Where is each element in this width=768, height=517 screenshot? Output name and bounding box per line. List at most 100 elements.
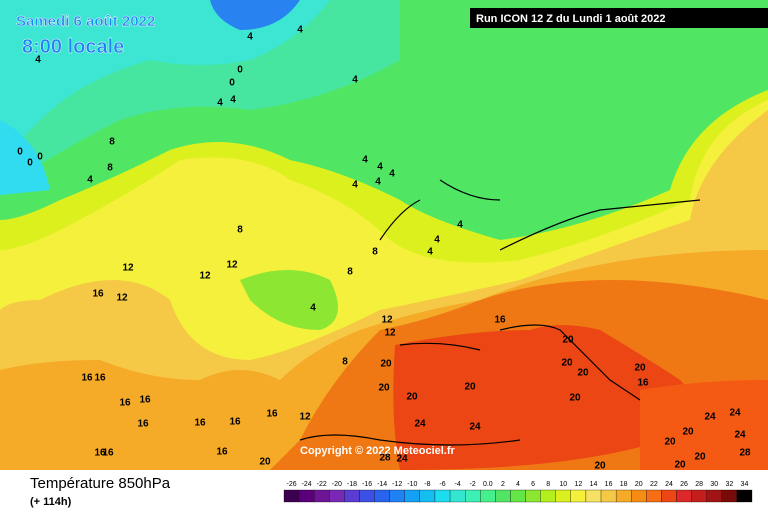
contour-label: 4 [87,175,93,186]
legend-label: 14 [590,481,598,488]
legend-swatch [465,489,481,503]
legend-swatch [329,489,345,503]
legend-label: -10 [407,481,417,488]
legend-swatch [434,489,451,503]
contour-label: 16 [194,418,206,429]
contour-label: 16 [139,395,151,406]
contour-label: 16 [494,315,506,326]
legend-swatch [540,489,556,503]
contour-label: 4 [377,162,383,173]
contour-label: 20 [562,335,574,346]
map: Run ICON 12 Z du Lundi 1 août 2022 Samed… [0,0,768,472]
contour-label: 0 [17,147,23,158]
contour-label: 8 [237,225,243,236]
legend-swatch [646,489,662,503]
contour-label: 12 [384,328,396,339]
contour-label: 4 [35,55,41,66]
contour-label: 8 [342,357,348,368]
legend-label: -16 [362,481,372,488]
date: Samedi 6 août 2022 [16,13,155,30]
legend-swatch [585,489,602,503]
contour-label: 24 [469,422,481,433]
legend-label: -20 [332,481,342,488]
legend-label: 4 [516,481,520,488]
legend-label: 34 [741,481,749,488]
contour-label: 16 [229,417,241,428]
legend-swatch [449,489,466,503]
legend-label: 12 [574,481,582,488]
legend-label: 30 [710,481,718,488]
contour-label: 4 [352,75,358,86]
contour-label: 16 [216,447,228,458]
legend-swatch [691,489,707,503]
contour-label: 20 [378,383,390,394]
legend-label: 20 [635,481,643,488]
contour-label: 0 [229,78,235,89]
contour-label: 12 [116,293,128,304]
contour-label: 12 [226,260,238,271]
legend-label: -14 [377,481,387,488]
legend-swatch [344,489,360,503]
legend-swatch [525,489,541,503]
contour-label: 4 [427,247,433,258]
contour-label: 16 [102,448,114,459]
contour-label: 12 [299,412,311,423]
legend-swatch [631,489,647,503]
legend-label: 16 [605,481,613,488]
contour-label: 20 [259,457,271,468]
footer-title: Température 850hPa [30,475,171,492]
legend-label: -24 [302,481,312,488]
contour-label: 4 [389,169,395,180]
contour-label: 4 [434,235,440,246]
legend-label: 10 [559,481,567,488]
contour-label: 4 [310,303,316,314]
contour-label: 0 [27,158,33,169]
contour-label: 16 [94,448,106,459]
legend-label: 32 [725,481,733,488]
legend-swatch [555,489,571,503]
contour-label: 4 [352,180,358,191]
contour-label: 4 [297,25,303,36]
contour-label: 12 [381,315,393,326]
legend-label: 8 [546,481,550,488]
contour-label: 28 [379,453,391,464]
contour-label: 4 [247,32,253,43]
contour-label: 20 [561,358,573,369]
contour-label: 24 [414,419,426,430]
legend-swatch [736,489,753,503]
legend-swatch [404,489,421,503]
legend-label: -12 [392,481,402,488]
contour-label: 16 [92,289,104,300]
legend-label: 22 [650,481,658,488]
copyright: Copyright © 2022 Meteociel.fr [300,445,456,457]
legend-swatch [298,489,315,503]
contour-label: 20 [694,452,706,463]
contour-label: 20 [674,460,686,471]
legend-label: -22 [317,481,327,488]
contour-label: 4 [217,98,223,109]
contour-label: 16 [119,398,131,409]
contour-label: 16 [81,373,93,384]
legend-swatch [706,489,722,503]
contour-label: 24 [734,430,746,441]
legend-label: -18 [347,481,357,488]
contour-label: 20 [569,393,581,404]
legend-swatch [374,489,390,503]
contour-label: 20 [664,437,676,448]
legend-label: -6 [439,481,445,488]
legend-swatch [510,489,526,503]
contour-label: 20 [406,392,418,403]
contour-label: 20 [577,368,589,379]
contour-label: 4 [362,155,368,166]
legend-label: 0.0 [483,481,493,488]
contour-label: 16 [94,373,106,384]
legend-label: 28 [695,481,703,488]
contour-label: 20 [682,427,694,438]
contour-label: 28 [739,448,751,459]
legend-swatch [480,489,496,503]
contour-label: 24 [396,454,408,465]
contour-label: 24 [704,412,716,423]
legend-label: 18 [620,481,628,488]
time: 8:00 locale [22,36,124,58]
